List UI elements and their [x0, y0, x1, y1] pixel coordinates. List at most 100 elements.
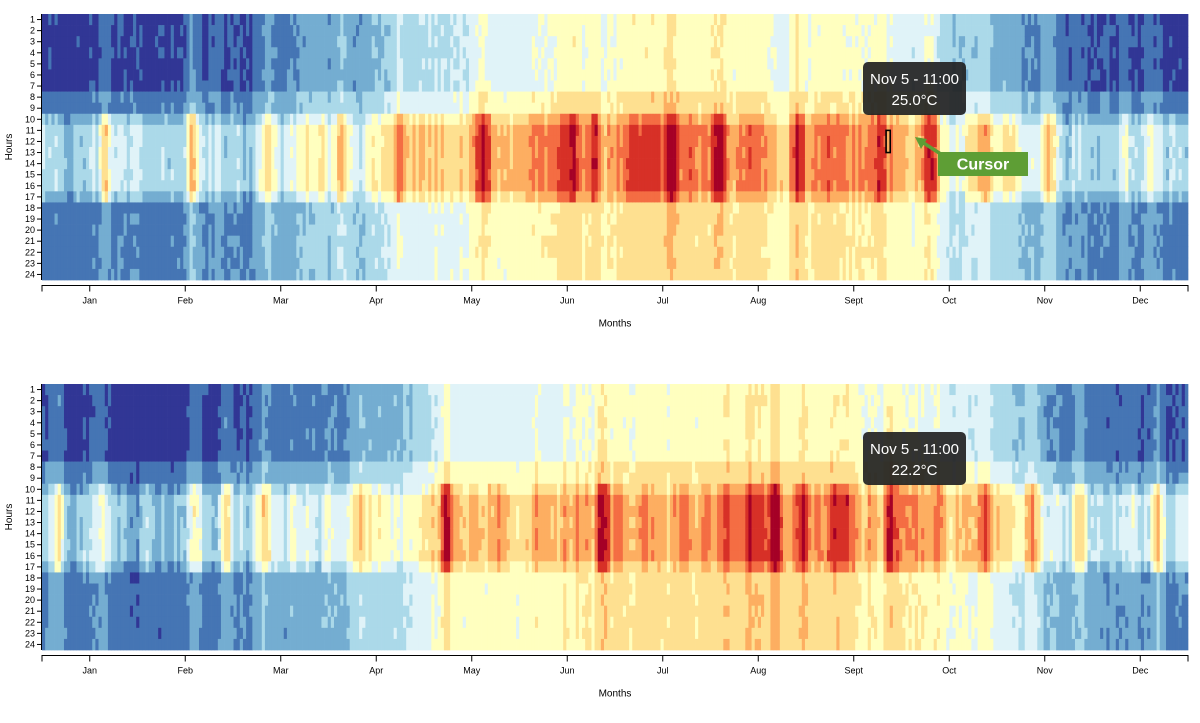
- heatmap-cell[interactable]: [167, 191, 172, 203]
- heatmap-cell[interactable]: [324, 25, 329, 37]
- heatmap-cell[interactable]: [45, 36, 49, 48]
- heatmap-cell[interactable]: [337, 58, 341, 70]
- heatmap-cell[interactable]: [425, 180, 429, 192]
- heatmap-cell[interactable]: [224, 102, 228, 115]
- heatmap-cell[interactable]: [54, 257, 59, 270]
- heatmap-cell[interactable]: [519, 124, 523, 137]
- heatmap-cell[interactable]: [434, 113, 438, 126]
- heatmap-cell[interactable]: [437, 213, 442, 225]
- heatmap-cell[interactable]: [70, 80, 74, 92]
- heatmap-cell[interactable]: [368, 91, 373, 104]
- heatmap-cell[interactable]: [355, 124, 360, 137]
- heatmap-cell[interactable]: [462, 180, 467, 192]
- heatmap-cell[interactable]: [343, 47, 347, 59]
- heatmap-cell[interactable]: [607, 113, 611, 126]
- heatmap-cell[interactable]: [560, 135, 564, 148]
- heatmap-cell[interactable]: [516, 257, 520, 270]
- heatmap-cell[interactable]: [70, 113, 74, 126]
- heatmap-cell[interactable]: [126, 180, 131, 192]
- heatmap-cell[interactable]: [51, 235, 55, 248]
- heatmap-cell[interactable]: [151, 36, 156, 48]
- heatmap-cell[interactable]: [211, 213, 216, 225]
- heatmap-cell[interactable]: [264, 102, 269, 115]
- heatmap-cell[interactable]: [337, 102, 341, 115]
- heatmap-cell[interactable]: [522, 180, 526, 192]
- heatmap-cell[interactable]: [625, 246, 630, 259]
- heatmap-cell[interactable]: [274, 80, 278, 92]
- heatmap-cell[interactable]: [594, 25, 599, 37]
- heatmap-cell[interactable]: [60, 47, 65, 59]
- heatmap-cell[interactable]: [691, 147, 696, 159]
- heatmap-cell[interactable]: [352, 147, 357, 159]
- heatmap-cell[interactable]: [685, 235, 690, 248]
- heatmap-cell[interactable]: [70, 25, 74, 37]
- heatmap-cell[interactable]: [647, 147, 652, 159]
- heatmap-cell[interactable]: [409, 124, 413, 137]
- heatmap-cell[interactable]: [654, 102, 658, 115]
- heatmap-cell[interactable]: [255, 36, 259, 48]
- heatmap-cell[interactable]: [560, 268, 564, 281]
- heatmap-cell[interactable]: [371, 213, 376, 225]
- heatmap-cell[interactable]: [490, 36, 495, 48]
- heatmap-cell[interactable]: [428, 180, 432, 192]
- heatmap-cell[interactable]: [544, 14, 548, 26]
- heatmap-cell[interactable]: [95, 102, 99, 115]
- heatmap-cell[interactable]: [506, 147, 511, 159]
- heatmap-cell[interactable]: [459, 36, 464, 48]
- heatmap-cell[interactable]: [528, 25, 533, 37]
- heatmap-cell[interactable]: [582, 47, 586, 59]
- heatmap-cell[interactable]: [666, 113, 671, 126]
- heatmap-cell[interactable]: [569, 102, 573, 115]
- heatmap-cell[interactable]: [494, 69, 498, 81]
- heatmap-cell[interactable]: [469, 224, 473, 237]
- heatmap-cell[interactable]: [230, 69, 234, 81]
- heatmap-cell[interactable]: [54, 202, 59, 214]
- heatmap-cell[interactable]: [396, 224, 401, 237]
- heatmap-cell[interactable]: [597, 58, 602, 70]
- heatmap-cell[interactable]: [575, 113, 580, 126]
- heatmap-cell[interactable]: [264, 124, 269, 137]
- heatmap-cell[interactable]: [591, 58, 595, 70]
- heatmap-cell[interactable]: [387, 14, 391, 26]
- heatmap-cell[interactable]: [497, 246, 501, 259]
- heatmap-cell[interactable]: [63, 36, 68, 48]
- heatmap-cell[interactable]: [274, 69, 278, 81]
- heatmap-cell[interactable]: [522, 69, 526, 81]
- heatmap-cell[interactable]: [246, 124, 250, 137]
- heatmap-cell[interactable]: [302, 36, 307, 48]
- heatmap-cell[interactable]: [107, 25, 112, 37]
- heatmap-cell[interactable]: [494, 25, 498, 37]
- heatmap-cell[interactable]: [233, 202, 238, 214]
- heatmap-cell[interactable]: [170, 213, 175, 225]
- heatmap-cell[interactable]: [211, 58, 216, 70]
- heatmap-cell[interactable]: [437, 25, 442, 37]
- heatmap-cell[interactable]: [431, 257, 435, 270]
- heatmap-cell[interactable]: [230, 25, 234, 37]
- heatmap-cell[interactable]: [117, 25, 121, 37]
- heatmap-cell[interactable]: [541, 257, 545, 270]
- heatmap-cell[interactable]: [588, 246, 592, 259]
- heatmap-cell[interactable]: [644, 124, 649, 137]
- heatmap-cell[interactable]: [57, 224, 62, 237]
- heatmap-cell[interactable]: [95, 169, 99, 181]
- heatmap-cell[interactable]: [318, 113, 322, 126]
- heatmap-cell[interactable]: [264, 202, 269, 214]
- heatmap-cell[interactable]: [195, 169, 200, 181]
- heatmap-cell[interactable]: [447, 124, 451, 137]
- heatmap-cell[interactable]: [475, 14, 479, 26]
- heatmap-cell[interactable]: [120, 213, 124, 225]
- heatmap-cell[interactable]: [312, 191, 316, 203]
- heatmap-cell[interactable]: [512, 124, 517, 137]
- heatmap-cell[interactable]: [594, 257, 599, 270]
- heatmap-cell[interactable]: [349, 14, 354, 26]
- heatmap-cell[interactable]: [305, 36, 310, 48]
- heatmap-cell[interactable]: [644, 246, 649, 259]
- heatmap-cell[interactable]: [538, 268, 542, 281]
- heatmap-cell[interactable]: [629, 25, 633, 37]
- heatmap-cell[interactable]: [170, 180, 175, 192]
- heatmap-cell[interactable]: [440, 268, 445, 281]
- heatmap-cell[interactable]: [264, 191, 269, 203]
- heatmap-cell[interactable]: [233, 47, 238, 59]
- heatmap-cell[interactable]: [550, 213, 555, 225]
- heatmap-cell[interactable]: [129, 124, 134, 137]
